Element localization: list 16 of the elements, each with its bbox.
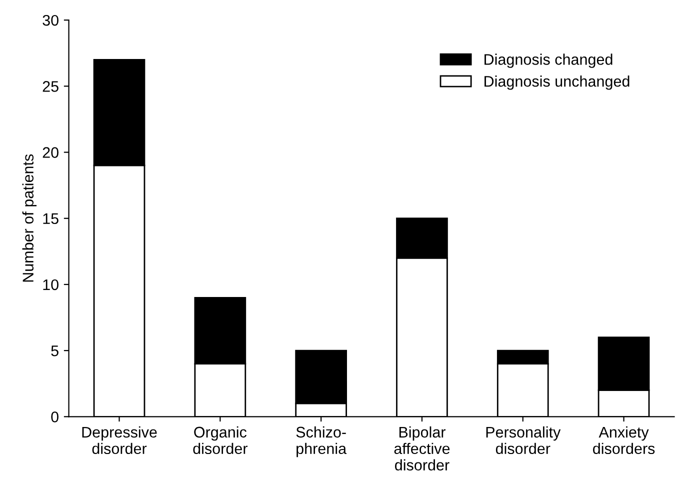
y-axis-title: Number of patients — [22, 154, 37, 282]
x-tick-label: Personality disorder — [486, 426, 561, 454]
x-tick-label: Depressive disorder — [82, 426, 157, 454]
y-tick-label: 20 — [42, 147, 58, 158]
y-tick-label: 25 — [42, 81, 58, 92]
x-tick-label: Anxiety disorders — [593, 426, 655, 454]
legend-label: Diagnosis unchanged — [484, 76, 630, 90]
legend-label: Diagnosis changed — [484, 54, 612, 68]
y-tick-label: 5 — [51, 346, 58, 356]
y-tick-label: 10 — [43, 279, 58, 290]
x-tick-label: Organic disorder — [193, 426, 248, 454]
y-tick-label: 30 — [42, 14, 58, 26]
x-tick-label: Schizo- phrenia — [296, 426, 347, 458]
y-tick-label: 0 — [51, 412, 58, 422]
x-tick-label: Bipolar affective disorder — [394, 426, 450, 471]
y-tick-label: 15 — [43, 213, 58, 224]
